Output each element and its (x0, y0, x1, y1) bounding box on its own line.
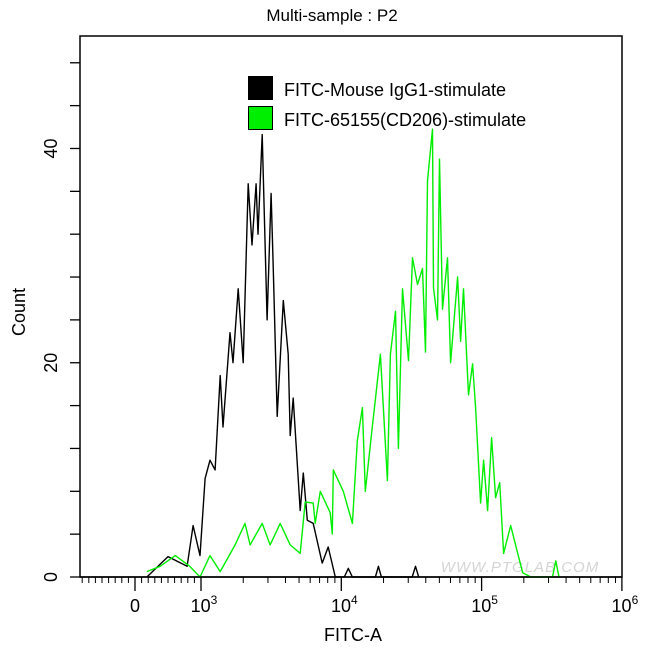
x-axis-label: FITC-A (324, 625, 382, 645)
x-tick-exponent: 3 (211, 593, 218, 607)
legend-label-isotype: FITC-Mouse IgG1-stimulate (284, 80, 506, 100)
legend: FITC-Mouse IgG1-stimulate FITC-65155(CD2… (248, 76, 526, 130)
legend-swatch-isotype (248, 76, 273, 100)
x-tick-label: 106 (612, 593, 639, 616)
x-tick-exponent: 4 (351, 593, 358, 607)
series-line-0 (146, 133, 420, 578)
legend-swatch-cd206 (248, 106, 273, 130)
y-tick-label: 0 (41, 572, 61, 582)
y-tick-label: 20 (41, 353, 61, 373)
chart-title: Multi-sample : P2 (266, 6, 397, 25)
x-tick-label: 104 (331, 593, 358, 616)
watermark: WWW.PTGLAB.COM (441, 559, 599, 576)
x-tick-label: 0 (130, 596, 140, 616)
y-axis-label: Count (9, 288, 29, 336)
x-tick-label: 105 (471, 593, 498, 616)
x-tick-exponent: 5 (491, 593, 498, 607)
y-axis-ticks: 0 20 40 (41, 62, 80, 582)
y-tick-label: 40 (41, 138, 61, 158)
x-axis-ticks: 0 103 104 105 106 (80, 576, 639, 616)
x-tick-label: 103 (191, 593, 218, 616)
legend-label-cd206: FITC-65155(CD206)-stimulate (284, 110, 526, 130)
curves (146, 128, 560, 578)
series-line-1 (146, 128, 560, 578)
x-tick-exponent: 6 (632, 593, 639, 607)
